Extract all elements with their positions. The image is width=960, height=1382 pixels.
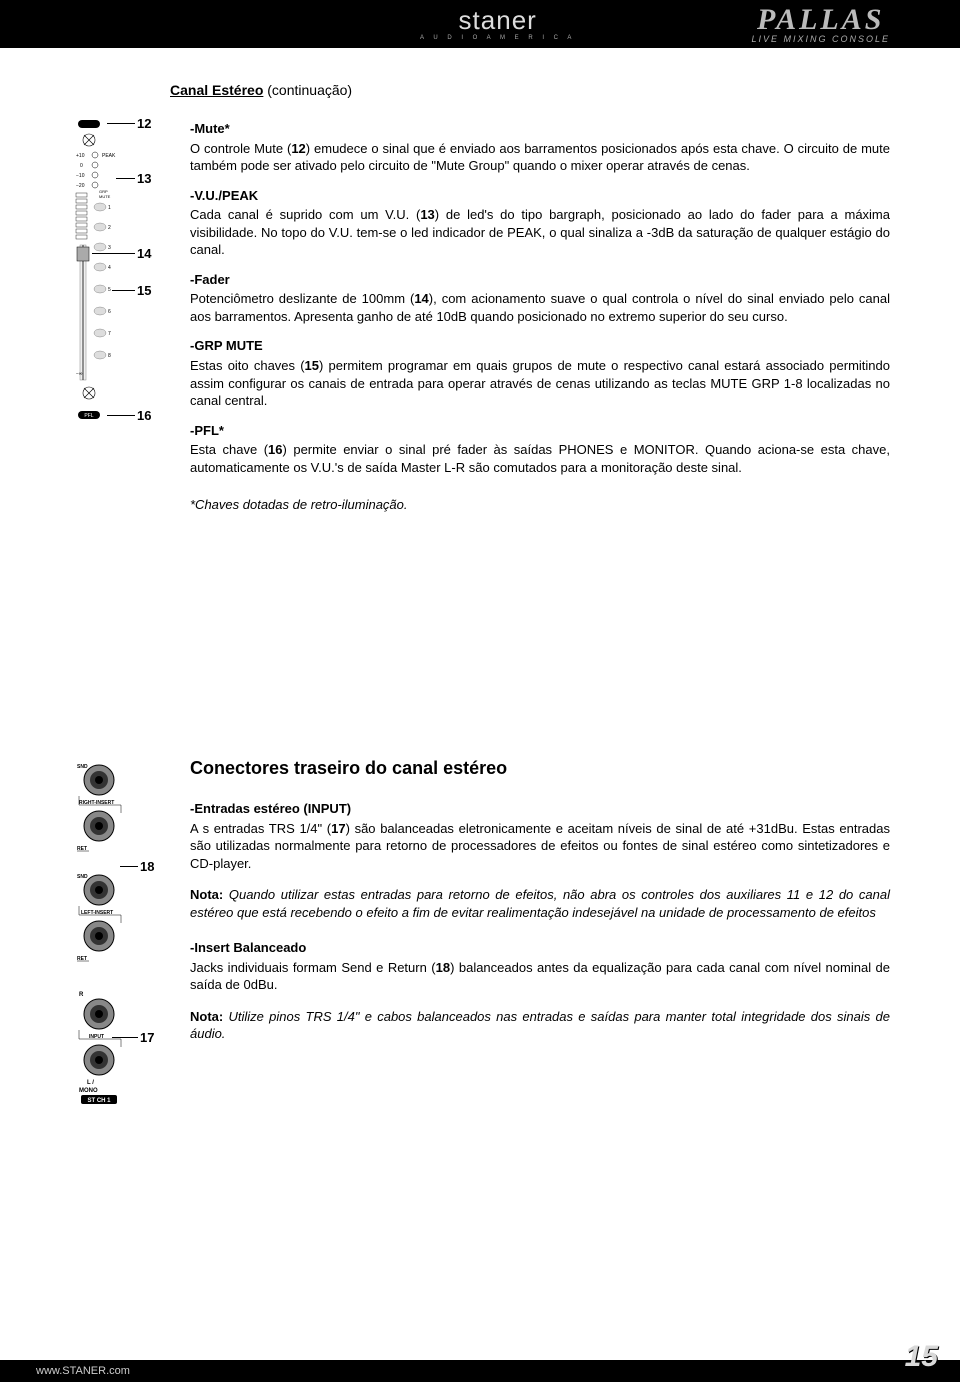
callout-14: 14 <box>137 246 151 261</box>
svg-text:2: 2 <box>108 225 111 231</box>
section-vupeak-heading: -V.U./PEAK <box>190 187 890 205</box>
footer-url: www.STANER.com <box>36 1365 130 1377</box>
brand-staner: staner A U D I O A M E R I C A <box>420 7 575 41</box>
section-fader-para: Potenciômetro deslizante de 100mm (14), … <box>190 290 890 325</box>
section-grpmute-para: Estas oito chaves (15) permitem programa… <box>190 357 890 410</box>
section-fader-heading: -Fader <box>190 271 890 289</box>
body-text-block-2: -Entradas estéreo (INPUT) A s entradas T… <box>190 800 890 1043</box>
brand-pallas-sub: LIVE MIXING CONSOLE <box>751 35 890 44</box>
diagram-mute-label: MUTE <box>82 122 97 128</box>
note-prefix-1: Nota: <box>190 887 223 902</box>
channel-strip-diagram: MUTE +10 PEAK 0 −10 −20 GRP MUTE <box>70 115 150 440</box>
section-mute-heading: -Mute* <box>190 120 890 138</box>
section-entradas-heading: -Entradas estéreo (INPUT) <box>190 800 890 818</box>
section-footnote: *Chaves dotadas de retro-iluminação. <box>190 496 890 514</box>
page-number: 15 <box>905 1340 938 1374</box>
footer-bar: www.STANER.com <box>0 1360 960 1382</box>
section-pfl-heading: -PFL* <box>190 422 890 440</box>
section-mute-para: O controle Mute (12) emudece o sinal que… <box>190 140 890 175</box>
section-entradas-para: A s entradas TRS 1/4" (17) são balancead… <box>190 820 890 873</box>
diagram-pfl-label: PFL <box>84 413 93 419</box>
svg-text:ST CH 1: ST CH 1 <box>87 1098 111 1104</box>
note-body-2: Utilize pinos TRS 1/4" e cabos balancead… <box>190 1009 890 1042</box>
section2-title: Conectores traseiro do canal estéreo <box>190 758 507 779</box>
svg-text:1: 1 <box>108 205 111 211</box>
page-title-cont: (continuação) <box>263 82 352 98</box>
callout-18: 18 <box>140 859 154 874</box>
page-title: Canal Estéreo (continuação) <box>170 82 352 98</box>
brand-staner-main: staner <box>459 7 537 33</box>
section-insert-note: Nota: Utilize pinos TRS 1/4" e cabos bal… <box>190 1008 890 1043</box>
callout-line-12 <box>107 123 135 124</box>
svg-text:7: 7 <box>108 331 111 337</box>
svg-text:8: 8 <box>108 353 111 359</box>
diagram-plus10: +10 <box>76 153 85 159</box>
diagram-mute2: MUTE <box>99 194 111 199</box>
note-body-1: Quando utilizar estas entradas para reto… <box>190 887 890 920</box>
callout-17: 17 <box>140 1030 154 1045</box>
callout-line-17 <box>112 1037 138 1038</box>
callout-line-16 <box>107 415 135 416</box>
svg-text:3: 3 <box>108 245 111 251</box>
section-vupeak-para: Cada canal é suprido com um V.U. (13) de… <box>190 206 890 259</box>
callout-line-13 <box>116 178 135 179</box>
brand-staner-sub: A U D I O A M E R I C A <box>420 35 575 41</box>
diagram-peak: PEAK <box>102 153 116 159</box>
callout-line-14 <box>92 253 135 254</box>
callout-16: 16 <box>137 408 151 423</box>
section-pfl-para: Esta chave (16) permite enviar o sinal p… <box>190 441 890 476</box>
note-prefix-2: Nota: <box>190 1009 223 1024</box>
callout-13: 13 <box>137 171 151 186</box>
svg-text:L /: L / <box>87 1080 94 1086</box>
svg-text:R: R <box>79 992 84 998</box>
section-grpmute-heading: -GRP MUTE <box>190 337 890 355</box>
section-insert-heading: -Insert Balanceado <box>190 939 890 957</box>
svg-text:SND: SND <box>77 764 88 770</box>
brand-pallas-main: PALLAS <box>757 5 884 35</box>
svg-text:5: 5 <box>108 287 111 293</box>
callout-12: 12 <box>137 116 151 131</box>
callout-15: 15 <box>137 283 151 298</box>
diagram-m10: −10 <box>76 173 85 179</box>
svg-text:4: 4 <box>108 265 111 271</box>
callout-line-15 <box>112 290 135 291</box>
diagram-zero: 0 <box>80 163 83 169</box>
brand-pallas: PALLAS LIVE MIXING CONSOLE <box>751 5 890 44</box>
section-insert-para: Jacks individuais formam Send e Return (… <box>190 959 890 994</box>
body-text-block-1: -Mute* O controle Mute (12) emudece o si… <box>190 120 890 514</box>
page-title-main: Canal Estéreo <box>170 82 263 98</box>
callout-line-18 <box>120 866 138 867</box>
svg-text:−∞: −∞ <box>76 371 83 377</box>
svg-text:6: 6 <box>108 309 111 315</box>
diagram-m20: −20 <box>76 183 85 189</box>
rear-connector-diagram: SND RIGHT-INSERT RET SND LEFT-INSERT RET… <box>75 758 135 1193</box>
section-entradas-note: Nota: Quando utilizar estas entradas par… <box>190 886 890 921</box>
svg-text:MONO: MONO <box>79 1088 98 1094</box>
svg-text:SND: SND <box>77 874 88 880</box>
header-bar: staner A U D I O A M E R I C A PALLAS LI… <box>0 0 960 48</box>
